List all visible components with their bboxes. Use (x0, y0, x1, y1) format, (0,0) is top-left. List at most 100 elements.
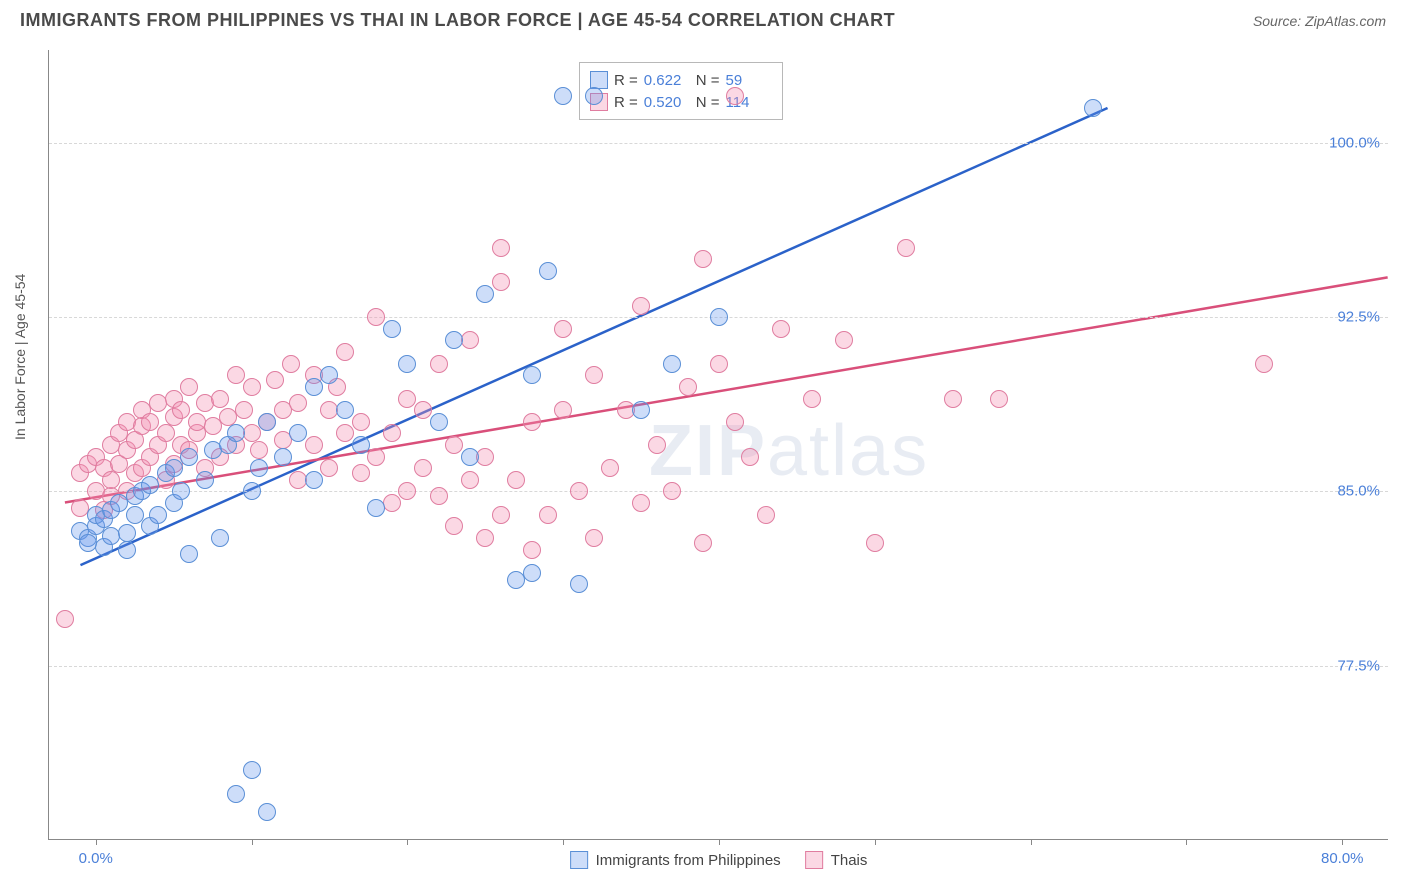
scatter-point (172, 482, 190, 500)
scatter-point (772, 320, 790, 338)
scatter-point (492, 273, 510, 291)
scatter-point (990, 390, 1008, 408)
scatter-point (227, 785, 245, 803)
legend-r-value: 0.622 (644, 72, 690, 89)
scatter-point (726, 87, 744, 105)
scatter-point (632, 297, 650, 315)
scatter-point (430, 355, 448, 373)
scatter-point (367, 499, 385, 517)
x-tick-mark (407, 839, 408, 845)
legend-swatch (570, 851, 588, 869)
scatter-point (367, 308, 385, 326)
scatter-point (554, 87, 572, 105)
gridline-h (49, 666, 1388, 667)
scatter-point (305, 471, 323, 489)
scatter-point (118, 541, 136, 559)
scatter-point (398, 355, 416, 373)
scatter-point (336, 424, 354, 442)
watermark-light: atlas (767, 411, 929, 491)
x-tick-mark (563, 839, 564, 845)
x-tick-label: 0.0% (79, 850, 113, 867)
scatter-point (398, 390, 416, 408)
scatter-point (523, 413, 541, 431)
scatter-point (445, 436, 463, 454)
y-tick-label: 77.5% (1337, 657, 1380, 674)
legend-n-label: N = (696, 94, 720, 111)
scatter-point (414, 401, 432, 419)
chart-plot-area: ZIPatlas R =0.622N =59R =0.520N =114 Imm… (48, 50, 1388, 840)
scatter-point (570, 575, 588, 593)
scatter-point (1084, 99, 1102, 117)
scatter-point (383, 320, 401, 338)
scatter-point (211, 390, 229, 408)
legend-n-label: N = (696, 72, 720, 89)
x-tick-mark (1342, 839, 1343, 845)
scatter-point (258, 413, 276, 431)
scatter-point (476, 285, 494, 303)
scatter-point (741, 448, 759, 466)
scatter-point (663, 482, 681, 500)
scatter-point (663, 355, 681, 373)
y-tick-label: 100.0% (1329, 134, 1380, 151)
legend-swatch (590, 71, 608, 89)
scatter-point (165, 459, 183, 477)
scatter-point (803, 390, 821, 408)
gridline-h (49, 143, 1388, 144)
scatter-point (414, 459, 432, 477)
scatter-point (710, 308, 728, 326)
scatter-point (694, 534, 712, 552)
scatter-point (585, 529, 603, 547)
scatter-point (227, 424, 245, 442)
legend-stat-row: R =0.520N =114 (590, 91, 772, 113)
scatter-point (632, 494, 650, 512)
scatter-point (554, 320, 572, 338)
legend-series-item: Thais (805, 851, 868, 869)
scatter-point (235, 401, 253, 419)
scatter-point (336, 343, 354, 361)
source-attribution: Source: ZipAtlas.com (1253, 13, 1386, 29)
scatter-point (352, 413, 370, 431)
scatter-point (274, 448, 292, 466)
scatter-point (141, 413, 159, 431)
x-tick-mark (252, 839, 253, 845)
scatter-point (180, 545, 198, 563)
scatter-point (430, 413, 448, 431)
scatter-point (523, 564, 541, 582)
scatter-point (507, 471, 525, 489)
scatter-point (461, 471, 479, 489)
legend-series-label: Thais (831, 852, 868, 869)
scatter-point (585, 87, 603, 105)
scatter-point (726, 413, 744, 431)
trend-lines (49, 50, 1388, 839)
scatter-point (476, 448, 494, 466)
x-tick-mark (96, 839, 97, 845)
scatter-point (211, 529, 229, 547)
scatter-point (352, 436, 370, 454)
scatter-point (648, 436, 666, 454)
scatter-point (250, 441, 268, 459)
scatter-point (289, 424, 307, 442)
scatter-point (118, 524, 136, 542)
scatter-point (601, 459, 619, 477)
legend-series: Immigrants from Philippines Thais (570, 851, 868, 869)
scatter-point (336, 401, 354, 419)
scatter-point (289, 394, 307, 412)
scatter-point (180, 448, 198, 466)
x-tick-label: 80.0% (1321, 850, 1364, 867)
legend-r-label: R = (614, 72, 638, 89)
legend-series-label: Immigrants from Philippines (596, 852, 781, 869)
scatter-point (710, 355, 728, 373)
scatter-point (835, 331, 853, 349)
scatter-point (632, 401, 650, 419)
scatter-point (180, 378, 198, 396)
y-tick-label: 92.5% (1337, 309, 1380, 326)
scatter-point (944, 390, 962, 408)
y-axis-label: In Labor Force | Age 45-54 (12, 274, 28, 440)
scatter-point (258, 803, 276, 821)
scatter-point (445, 517, 463, 535)
legend-r-label: R = (614, 94, 638, 111)
scatter-point (1255, 355, 1273, 373)
scatter-point (523, 541, 541, 559)
scatter-point (243, 378, 261, 396)
chart-title: IMMIGRANTS FROM PHILIPPINES VS THAI IN L… (20, 10, 895, 31)
